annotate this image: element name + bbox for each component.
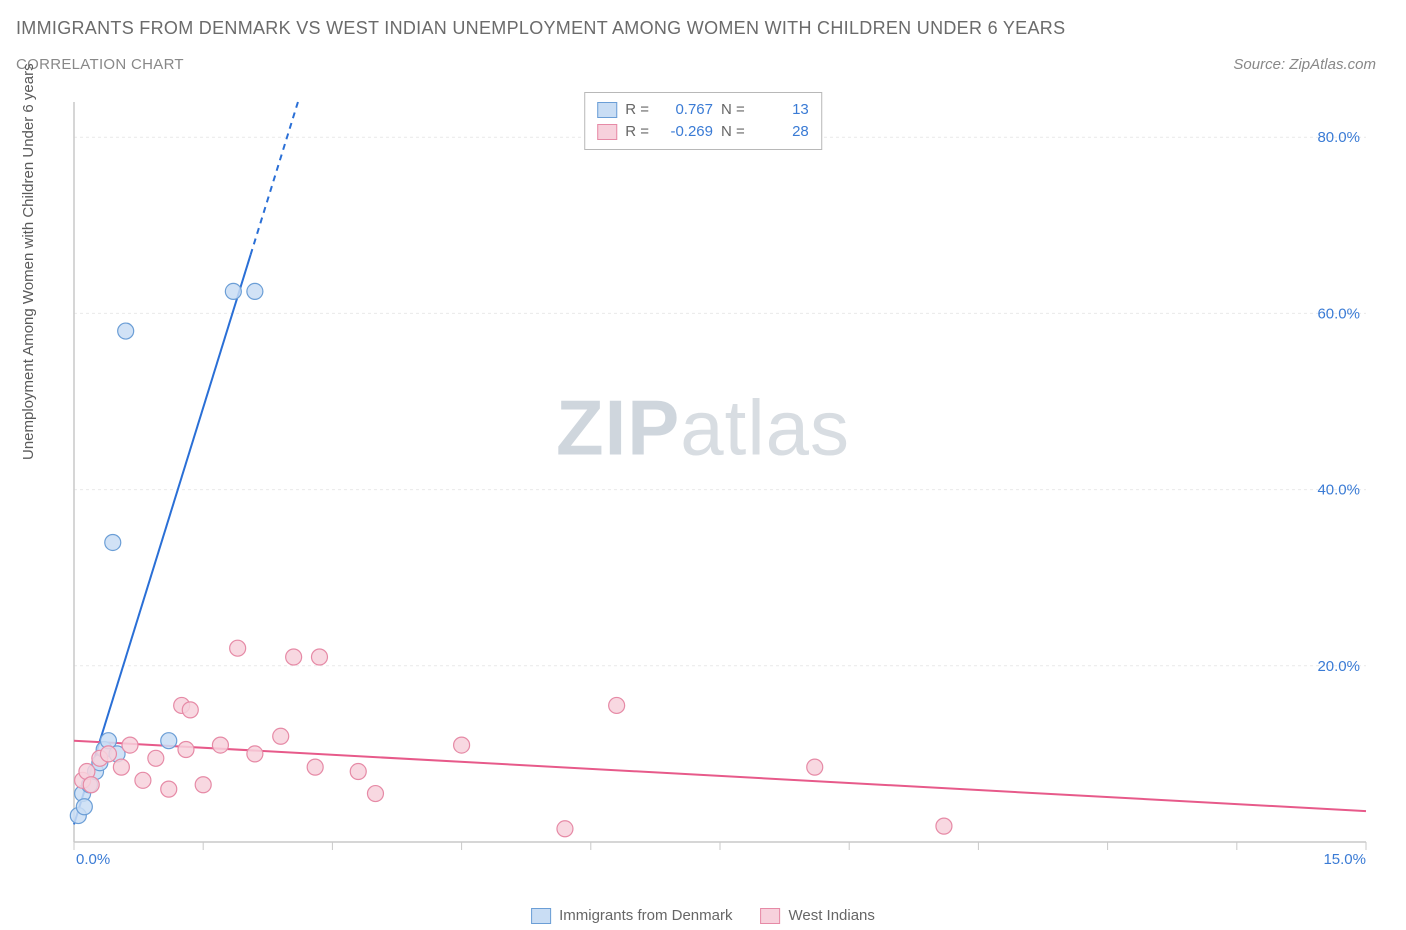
legend-label-series2: West Indians — [788, 907, 874, 924]
y-axis-label: Unemployment Among Women with Children U… — [20, 63, 37, 460]
svg-text:0.0%: 0.0% — [76, 851, 110, 864]
legend-r-value-series2: -0.269 — [657, 121, 713, 143]
svg-text:40.0%: 40.0% — [1317, 482, 1360, 499]
svg-text:60.0%: 60.0% — [1317, 305, 1360, 322]
source-prefix: Source: — [1233, 56, 1289, 73]
legend-n-label: N = — [721, 121, 745, 143]
legend-row-series2: R = -0.269 N = 28 — [597, 121, 809, 143]
source-name: ZipAtlas.com — [1289, 56, 1376, 73]
source-label: Source: ZipAtlas.com — [1233, 56, 1376, 73]
legend-r-value-series1: 0.767 — [657, 99, 713, 121]
legend-n-value-series1: 13 — [753, 99, 809, 121]
legend-r-label: R = — [625, 121, 649, 143]
svg-text:80.0%: 80.0% — [1317, 129, 1360, 146]
legend-n-label: N = — [721, 99, 745, 121]
legend-label-series1: Immigrants from Denmark — [559, 907, 732, 924]
legend-swatch-series2 — [597, 124, 617, 140]
chart-subtitle: CORRELATION CHART — [16, 56, 184, 73]
legend-swatch-series2-bottom — [760, 908, 780, 924]
legend-r-label: R = — [625, 99, 649, 121]
legend-item-series2: West Indians — [760, 907, 874, 924]
legend-item-series1: Immigrants from Denmark — [531, 907, 732, 924]
legend-n-value-series2: 28 — [753, 121, 809, 143]
svg-text:20.0%: 20.0% — [1317, 658, 1360, 675]
correlation-chart: 20.0% 40.0% 60.0% 80.0% 0.0% 15.0% — [62, 94, 1374, 864]
legend-swatch-series1-bottom — [531, 908, 551, 924]
chart-title: IMMIGRANTS FROM DENMARK VS WEST INDIAN U… — [16, 18, 1065, 39]
legend-series: Immigrants from Denmark West Indians — [531, 907, 875, 924]
legend-correlation: R = 0.767 N = 13 R = -0.269 N = 28 — [584, 92, 822, 150]
legend-swatch-series1 — [597, 102, 617, 118]
legend-row-series1: R = 0.767 N = 13 — [597, 99, 809, 121]
svg-text:15.0%: 15.0% — [1323, 851, 1366, 864]
